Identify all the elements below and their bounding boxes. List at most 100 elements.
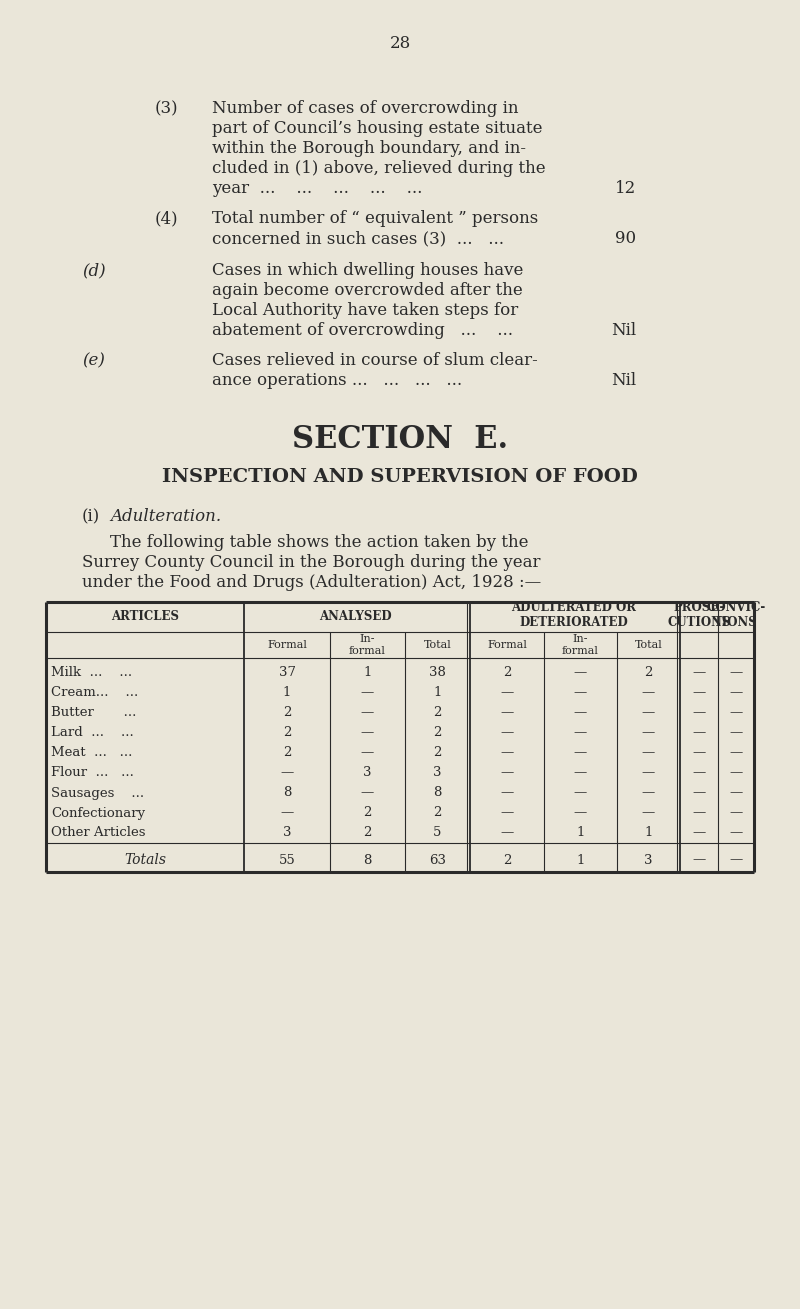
- Text: Lard  ...    ...: Lard ... ...: [51, 726, 134, 740]
- Text: —: —: [500, 746, 514, 759]
- Text: INSPECTION AND SUPERVISION OF FOOD: INSPECTION AND SUPERVISION OF FOOD: [162, 469, 638, 486]
- Text: Milk  ...    ...: Milk ... ...: [51, 666, 132, 679]
- Text: —: —: [361, 787, 374, 800]
- Text: SECTION  E.: SECTION E.: [292, 424, 508, 456]
- Text: Totals: Totals: [124, 853, 166, 867]
- Text: Cream...    ...: Cream... ...: [51, 686, 138, 699]
- Text: Other Articles: Other Articles: [51, 826, 146, 839]
- Text: Nil: Nil: [611, 372, 636, 389]
- Text: —: —: [574, 666, 587, 679]
- Text: 8: 8: [434, 787, 442, 800]
- Text: —: —: [500, 826, 514, 839]
- Text: concerned in such cases (3)  ...   ...: concerned in such cases (3) ... ...: [212, 230, 504, 247]
- Text: (e): (e): [82, 352, 105, 369]
- Text: 90: 90: [615, 230, 636, 247]
- Text: —: —: [574, 707, 587, 720]
- Text: —: —: [730, 746, 742, 759]
- Text: In-
formal: In- formal: [349, 634, 386, 656]
- Text: —: —: [692, 746, 706, 759]
- Text: 1: 1: [434, 686, 442, 699]
- Text: —: —: [500, 686, 514, 699]
- Text: 8: 8: [363, 853, 372, 867]
- Text: again become overcrowded after the: again become overcrowded after the: [212, 281, 522, 298]
- Text: In-
formal: In- formal: [562, 634, 599, 656]
- Text: 1: 1: [363, 666, 372, 679]
- Text: —: —: [642, 707, 655, 720]
- Text: —: —: [574, 806, 587, 819]
- Text: —: —: [574, 787, 587, 800]
- Text: —: —: [692, 787, 706, 800]
- Text: —: —: [500, 707, 514, 720]
- Text: (3): (3): [155, 99, 178, 117]
- Text: —: —: [642, 767, 655, 779]
- Text: —: —: [642, 806, 655, 819]
- Text: 38: 38: [429, 666, 446, 679]
- Text: —: —: [692, 726, 706, 740]
- Text: —: —: [730, 767, 742, 779]
- Text: 5: 5: [434, 826, 442, 839]
- Text: —: —: [642, 726, 655, 740]
- Text: 37: 37: [278, 666, 295, 679]
- Text: (4): (4): [155, 209, 178, 226]
- Text: —: —: [361, 726, 374, 740]
- Text: —: —: [692, 853, 706, 867]
- Text: abatement of overcrowding   ...    ...: abatement of overcrowding ... ...: [212, 322, 513, 339]
- Text: The following table shows the action taken by the: The following table shows the action tak…: [110, 534, 529, 551]
- Text: 2: 2: [434, 746, 442, 759]
- Text: 3: 3: [363, 767, 372, 779]
- Text: Formal: Formal: [487, 640, 527, 651]
- Text: 2: 2: [363, 826, 372, 839]
- Text: PROSE-
CUTIONS: PROSE- CUTIONS: [667, 601, 730, 630]
- Text: Cases in which dwelling houses have: Cases in which dwelling houses have: [212, 262, 523, 279]
- Text: part of Council’s housing estate situate: part of Council’s housing estate situate: [212, 120, 542, 137]
- Text: —: —: [692, 806, 706, 819]
- Text: 55: 55: [278, 853, 295, 867]
- Text: —: —: [730, 726, 742, 740]
- Text: within the Borough boundary, and in-: within the Borough boundary, and in-: [212, 140, 526, 157]
- Text: 12: 12: [614, 181, 636, 196]
- Text: Number of cases of overcrowding in: Number of cases of overcrowding in: [212, 99, 518, 117]
- Text: —: —: [730, 666, 742, 679]
- Text: 1: 1: [644, 826, 653, 839]
- Text: —: —: [692, 826, 706, 839]
- Text: ance operations ...   ...   ...   ...: ance operations ... ... ... ...: [212, 372, 462, 389]
- Text: —: —: [730, 806, 742, 819]
- Text: —: —: [730, 787, 742, 800]
- Text: 1: 1: [576, 853, 585, 867]
- Text: 3: 3: [282, 826, 291, 839]
- Text: Adulteration.: Adulteration.: [110, 508, 221, 525]
- Text: —: —: [280, 767, 294, 779]
- Text: Sausages    ...: Sausages ...: [51, 787, 144, 800]
- Text: ARTICLES: ARTICLES: [111, 610, 179, 623]
- Text: —: —: [642, 686, 655, 699]
- Text: Meat  ...   ...: Meat ... ...: [51, 746, 132, 759]
- Text: 2: 2: [283, 726, 291, 740]
- Text: —: —: [642, 787, 655, 800]
- Text: 2: 2: [434, 806, 442, 819]
- Text: CONVIC-
TIONS: CONVIC- TIONS: [706, 601, 766, 630]
- Text: —: —: [574, 686, 587, 699]
- Text: (i): (i): [82, 508, 100, 525]
- Text: —: —: [730, 853, 742, 867]
- Text: —: —: [500, 767, 514, 779]
- Text: —: —: [280, 806, 294, 819]
- Text: —: —: [730, 826, 742, 839]
- Text: Formal: Formal: [267, 640, 307, 651]
- Text: —: —: [361, 707, 374, 720]
- Text: 2: 2: [283, 746, 291, 759]
- Text: 3: 3: [644, 853, 653, 867]
- Text: 63: 63: [429, 853, 446, 867]
- Text: —: —: [730, 686, 742, 699]
- Text: —: —: [692, 707, 706, 720]
- Text: —: —: [361, 686, 374, 699]
- Text: —: —: [500, 787, 514, 800]
- Text: —: —: [692, 666, 706, 679]
- Text: Total: Total: [424, 640, 451, 651]
- Text: Total number of “ equivalent ” persons: Total number of “ equivalent ” persons: [212, 209, 538, 226]
- Text: Surrey County Council in the Borough during the year: Surrey County Council in the Borough dur…: [82, 554, 541, 571]
- Text: ANALYSED: ANALYSED: [319, 610, 392, 623]
- Text: —: —: [574, 746, 587, 759]
- Text: 2: 2: [503, 853, 511, 867]
- Text: 2: 2: [283, 707, 291, 720]
- Text: 2: 2: [434, 726, 442, 740]
